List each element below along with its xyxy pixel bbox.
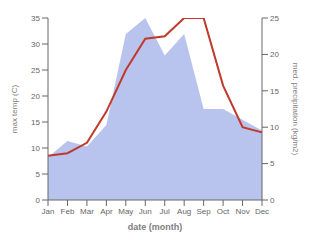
svg-text:Jun: Jun xyxy=(139,207,152,216)
svg-text:Mar: Mar xyxy=(80,207,94,216)
svg-text:25: 25 xyxy=(270,14,279,23)
svg-text:30: 30 xyxy=(31,40,40,49)
svg-text:Dec: Dec xyxy=(255,207,269,216)
svg-text:5: 5 xyxy=(36,170,41,179)
svg-text:Jul: Jul xyxy=(160,207,170,216)
svg-text:15: 15 xyxy=(270,87,279,96)
svg-text:Aug: Aug xyxy=(177,207,191,216)
svg-text:date (month): date (month) xyxy=(128,222,183,232)
svg-text:35: 35 xyxy=(31,14,40,23)
svg-text:Feb: Feb xyxy=(61,207,75,216)
svg-text:25: 25 xyxy=(31,66,40,75)
svg-text:15: 15 xyxy=(31,118,40,127)
svg-text:Sep: Sep xyxy=(197,207,212,216)
svg-text:Nov: Nov xyxy=(235,207,249,216)
svg-text:0: 0 xyxy=(36,196,41,205)
svg-text:max temp (C): max temp (C) xyxy=(10,84,19,133)
svg-text:20: 20 xyxy=(31,92,40,101)
svg-text:5: 5 xyxy=(270,159,275,168)
svg-text:0: 0 xyxy=(270,196,275,205)
svg-text:med. precipitation (kg/m2): med. precipitation (kg/m2) xyxy=(291,63,300,156)
svg-text:Apr: Apr xyxy=(100,207,113,216)
svg-text:10: 10 xyxy=(270,123,279,132)
svg-text:Jan: Jan xyxy=(42,207,55,216)
svg-text:May: May xyxy=(118,207,133,216)
svg-text:20: 20 xyxy=(270,50,279,59)
svg-text:10: 10 xyxy=(31,144,40,153)
svg-text:Oct: Oct xyxy=(217,207,230,216)
